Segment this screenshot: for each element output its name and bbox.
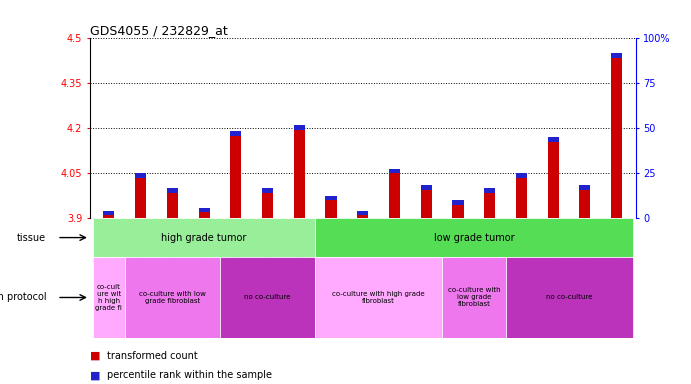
Bar <box>421 185 432 190</box>
Text: co-culture with
low grade
fibroblast: co-culture with low grade fibroblast <box>448 288 500 308</box>
Bar <box>611 53 622 218</box>
Bar <box>315 257 442 338</box>
Bar <box>135 173 146 218</box>
Bar <box>548 137 559 218</box>
Text: co-cult
ure wit
h high
grade fi: co-cult ure wit h high grade fi <box>95 284 122 311</box>
Text: low grade tumor: low grade tumor <box>433 233 514 243</box>
Text: tissue: tissue <box>17 233 46 243</box>
Text: no co-culture: no co-culture <box>245 295 291 301</box>
Bar <box>442 257 506 338</box>
Bar <box>230 131 241 136</box>
Bar <box>325 195 337 218</box>
Text: transformed count: transformed count <box>107 351 198 361</box>
Text: co-culture with low
grade fibroblast: co-culture with low grade fibroblast <box>139 291 206 304</box>
Bar <box>484 188 495 218</box>
Bar <box>135 173 146 178</box>
Text: GDS4055 / 232829_at: GDS4055 / 232829_at <box>90 24 227 37</box>
Bar <box>167 188 178 193</box>
Bar <box>167 188 178 218</box>
Bar <box>230 131 241 218</box>
Bar <box>453 200 464 218</box>
Text: no co-culture: no co-culture <box>546 295 592 301</box>
Bar <box>421 185 432 218</box>
Bar <box>125 257 220 338</box>
Bar <box>220 257 315 338</box>
Bar <box>93 257 125 338</box>
Bar <box>262 188 273 193</box>
Bar <box>294 125 305 130</box>
Bar <box>357 210 368 218</box>
Bar <box>453 200 464 205</box>
Bar <box>516 173 527 178</box>
Bar <box>516 173 527 218</box>
Bar <box>579 185 591 218</box>
Text: ■: ■ <box>90 370 104 380</box>
Bar <box>315 218 632 257</box>
Text: ■: ■ <box>90 351 104 361</box>
Bar <box>548 137 559 142</box>
Bar <box>262 188 273 218</box>
Bar <box>93 218 315 257</box>
Bar <box>611 53 622 58</box>
Bar <box>198 208 209 212</box>
Bar <box>357 210 368 215</box>
Text: percentile rank within the sample: percentile rank within the sample <box>107 370 272 380</box>
Bar <box>104 210 115 215</box>
Bar <box>294 125 305 218</box>
Text: co-culture with high grade
fibroblast: co-culture with high grade fibroblast <box>332 291 425 304</box>
Text: high grade tumor: high grade tumor <box>162 233 247 243</box>
Bar <box>198 208 209 218</box>
Bar <box>104 210 115 218</box>
Text: growth protocol: growth protocol <box>0 293 46 303</box>
Bar <box>579 185 591 190</box>
Bar <box>506 257 632 338</box>
Bar <box>389 169 400 173</box>
Bar <box>325 195 337 200</box>
Bar <box>484 188 495 193</box>
Bar <box>389 169 400 218</box>
